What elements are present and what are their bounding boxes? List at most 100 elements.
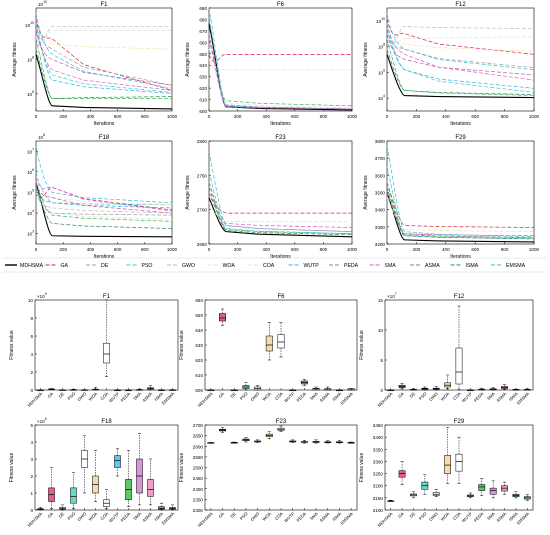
x-tick-label-gwo: GWO <box>249 511 260 522</box>
x-tick-label: 800 <box>141 114 149 119</box>
y-tick-label: 3400 <box>373 435 384 440</box>
series-line-asma <box>35 182 173 214</box>
y-tick-label: 640 <box>199 63 207 68</box>
box-ga <box>398 470 406 478</box>
y-tick-label: 2 <box>30 370 33 375</box>
legend-label-wutp: WUTP <box>304 263 320 269</box>
x-tick-label: 400 <box>442 114 450 119</box>
x-tick-label: 1000 <box>167 114 178 119</box>
x-tick-label-coa: COA <box>274 391 284 401</box>
x-tick-label: 0 <box>35 247 38 252</box>
plot-frame <box>386 140 535 245</box>
box-asma <box>147 479 154 497</box>
y-exponent-label: ×106 <box>37 417 47 424</box>
y-tick-label: 680 <box>199 17 207 22</box>
series-line-mdhsma <box>208 23 353 111</box>
y-tick-label: 2 <box>30 474 33 479</box>
y-tick-label: 670 <box>199 29 207 34</box>
x-tick-label-asma: ASMA <box>495 391 507 403</box>
y-axis-label: Average fitness <box>185 42 191 77</box>
series-line-mdhsma <box>208 197 353 238</box>
box-coa <box>103 342 110 364</box>
y-tick-label: 650 <box>195 313 203 318</box>
y-tick-label: 5 <box>30 423 33 428</box>
series-line-coa <box>208 49 353 109</box>
y-tick-label: 600 <box>195 388 203 393</box>
y-tick-label: 106 <box>378 68 385 75</box>
series-line-pso <box>35 171 173 206</box>
series-line-mdhsma <box>35 54 173 110</box>
y-tick-label: 8 <box>30 316 33 321</box>
y-tick-label: 600 <box>199 109 207 114</box>
y-axis-label: Fitness value <box>9 330 15 360</box>
legend-label-coa: COA <box>263 263 275 269</box>
y-tick-label: 1 <box>30 491 33 496</box>
series-line-emsma <box>35 13 173 89</box>
x-tick-label: 600 <box>291 114 299 119</box>
y-axis-label: Average fitness <box>185 175 191 210</box>
series-line-sma <box>35 176 173 212</box>
y-tick-label: 1010 <box>376 17 385 24</box>
y-tick-label: 3250 <box>373 472 384 477</box>
x-tick-label-coa: COA <box>99 511 109 521</box>
panel-title: F1 <box>103 294 111 300</box>
y-tick-label: 660 <box>199 40 207 45</box>
series-line-isma <box>35 49 173 99</box>
series-line-woa <box>35 43 173 57</box>
legend-label-woa: WOA <box>223 263 236 269</box>
x-tick-label: 0 <box>386 114 389 119</box>
series-line-ga <box>208 192 352 214</box>
x-tick-label: 800 <box>320 114 328 119</box>
box-coa <box>277 334 285 349</box>
plot-frame <box>204 424 358 511</box>
x-tick-label: 1000 <box>529 247 540 252</box>
y-tick-label: 2400 <box>193 487 204 492</box>
plot-frame <box>35 7 173 112</box>
legend-label-de: DE <box>101 263 109 269</box>
y-tick-label: 105 <box>27 189 34 196</box>
x-tick-label-asma: ASMA <box>141 391 153 403</box>
x-axis-label: Iterations <box>450 121 471 127</box>
y-tick-label: 620 <box>199 86 207 91</box>
series-line-de <box>35 20 173 86</box>
x-tick-label-coa: COA <box>274 511 284 521</box>
convergence-panel-F1 <box>35 7 173 112</box>
y-tick-label: 3200 <box>375 242 386 247</box>
y-tick-label: 4 <box>30 440 33 445</box>
x-tick-label: 0 <box>208 247 211 252</box>
x-tick-label-de: DE <box>409 391 417 399</box>
panel-title: F18 <box>101 419 112 425</box>
x-tick-label-woa: WOA <box>440 511 451 522</box>
y-tick-label: 2300 <box>193 508 204 513</box>
x-tick-label-emsma: EMSMA <box>339 511 354 526</box>
y-tick-label: 3100 <box>373 508 384 513</box>
y-tick-label: 0 <box>380 388 383 393</box>
panel-title: F23 <box>275 135 286 141</box>
x-tick-label: 400 <box>87 114 95 119</box>
x-tick-label-de: DE <box>229 511 237 519</box>
series-line-peda <box>208 182 353 235</box>
x-tick-label: 400 <box>87 247 95 252</box>
series-line-peda <box>386 182 535 239</box>
y-axis-label: Average fitness <box>363 175 369 210</box>
box-ga <box>219 313 227 322</box>
boxplot-panel-F23 <box>204 424 358 511</box>
x-tick-label: 200 <box>413 114 421 119</box>
y-tick-label: 2750 <box>197 173 208 178</box>
y-tick-label: 107 <box>27 147 34 154</box>
panel-title: F29 <box>454 419 465 425</box>
x-tick-label: 1000 <box>529 114 540 119</box>
y-tick-label: 3400 <box>375 208 386 213</box>
series-line-gwo <box>386 26 535 46</box>
x-tick-label-de: DE <box>58 391 66 399</box>
x-tick-label: 0 <box>208 114 211 119</box>
series-line-sma <box>208 192 353 232</box>
y-axis-label: Fitness value <box>179 330 185 360</box>
x-tick-label-peda: PEDA <box>473 391 485 403</box>
y-tick-label: 3200 <box>373 484 384 489</box>
box-sma <box>489 487 497 495</box>
x-tick-label-asma: ASMA <box>319 511 331 523</box>
x-tick-label-wutp: WUTP <box>283 391 295 403</box>
series-line-sma <box>386 23 535 81</box>
y-tick-label: 3800 <box>375 139 386 144</box>
